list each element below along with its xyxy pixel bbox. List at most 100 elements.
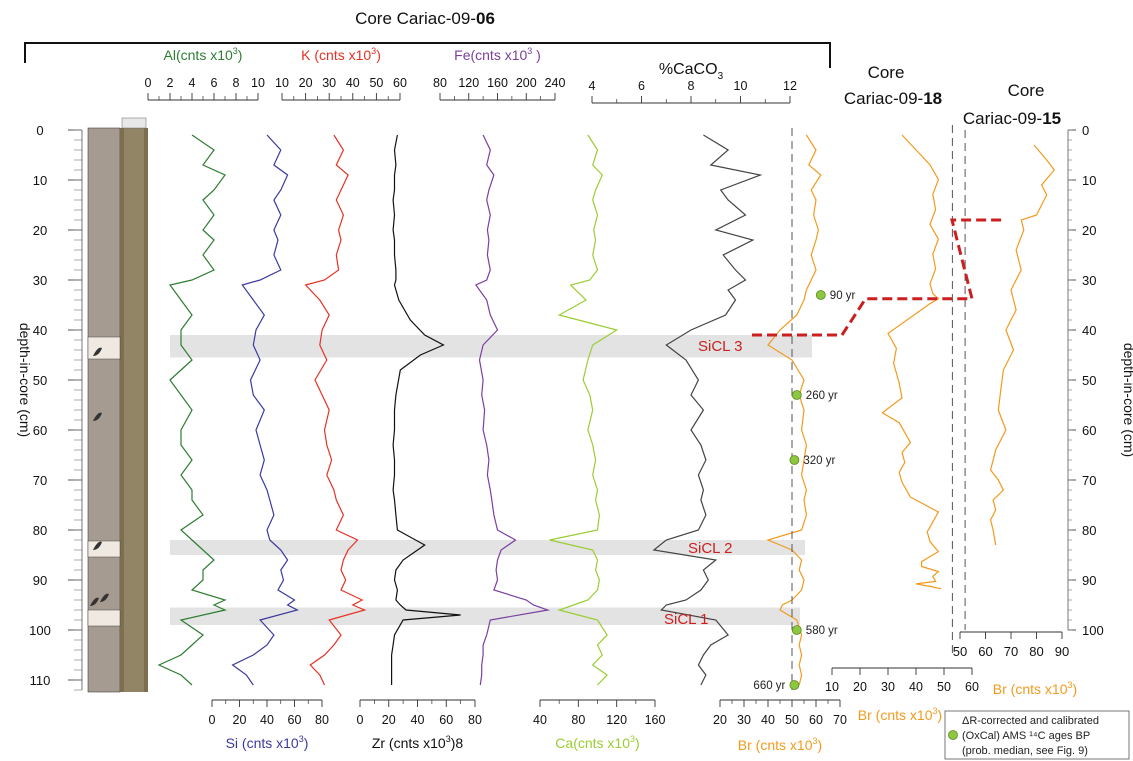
age-marker: [789, 455, 800, 465]
axis-tick-label-k: 60: [393, 76, 407, 90]
axis-tick-label-br18: 10: [825, 680, 839, 694]
core-photo-highlight: [124, 128, 144, 692]
axis-tick-label-br15: 60: [978, 644, 992, 659]
age-label: 260 yr: [806, 390, 838, 402]
axis-tick-label-br18: 40: [909, 680, 923, 694]
legend-box: [944, 710, 1130, 760]
legend-line-3: (prob. median, see Fig. 9): [962, 745, 1088, 757]
right-depth-tick-label: 20: [1082, 223, 1096, 238]
series-ca: [549, 134, 619, 686]
right-depth-tick-label: 70: [1082, 473, 1096, 488]
axis-tick-label-si: 80: [315, 713, 329, 727]
right-depth-tick-label: 100: [1082, 623, 1104, 638]
axis-tick-label-zr: 40: [411, 713, 425, 727]
axis-label-si: Si (cnts x103): [226, 734, 309, 751]
axis-tick-label-zr: 60: [439, 713, 453, 727]
right-depth-tick-label: 90: [1082, 573, 1096, 588]
axis-tick-label-br06: 40: [761, 713, 775, 727]
core18-title-line1: Core: [868, 63, 905, 82]
age-label: 660 yr: [753, 680, 785, 692]
core15-title-line1: Core: [1008, 81, 1045, 100]
sicl-label: SiCL 3: [698, 338, 742, 355]
age-label: 580 yr: [806, 625, 838, 637]
right-depth-tick-label: 10: [1082, 173, 1096, 188]
axis-tick-label-al: 8: [233, 76, 240, 90]
series-br15: [989, 144, 1056, 546]
leaf-icon: [93, 412, 102, 421]
legend-line-1: ΔR-corrected and calibrated: [962, 715, 1099, 727]
series-si: [231, 134, 299, 686]
age-label: 320 yr: [803, 455, 835, 467]
axis-tick-label-br15: 50: [953, 644, 967, 659]
age-marker: [789, 680, 800, 690]
axis-tick-label-k: 20: [299, 76, 313, 90]
overlays: SiCL 3 SiCL 2 SiCL 1 90 yr 260 yr 320 yr 580 y…: [664, 125, 1004, 692]
depth-tick-label: 20: [33, 223, 47, 238]
right-depth-tick-label: 60: [1082, 423, 1096, 438]
axis-tick-label-k: 30: [322, 76, 336, 90]
axis-tick-label-fe: 120: [458, 76, 479, 90]
sicl-label: SiCL 2: [688, 540, 732, 557]
axis-tick-label-k: 10: [275, 76, 289, 90]
series-lines: [157, 134, 1056, 686]
leaf-icon: [93, 347, 102, 356]
event-correlation-line: [752, 218, 1004, 337]
leaf-icon: [90, 597, 99, 606]
axis-tick-label-caco3: 4: [589, 79, 596, 93]
axis-tick-label-si: 20: [233, 713, 247, 727]
axis-tick-label-br18: 50: [937, 680, 951, 694]
right-depth-tick-label: 80: [1082, 523, 1096, 538]
depth-tick-label: 30: [33, 273, 47, 288]
axis-tick-label-br06: 70: [833, 713, 847, 727]
axis-tick-label-al: 10: [251, 76, 265, 90]
age-marker: [791, 390, 802, 400]
series-fe: [474, 134, 551, 686]
axis-label-al: Al(cnts x103): [164, 46, 243, 63]
core15-title-line2: Cariac-09-15: [963, 109, 1061, 128]
axis-tick-label-br15: 70: [1004, 644, 1018, 659]
depth-tick-label: 80: [33, 523, 47, 538]
axis-tick-label-ca: 40: [533, 713, 547, 727]
axis-tick-label-k: 40: [346, 76, 360, 90]
right-depth-tick-label: 50: [1082, 373, 1096, 388]
depth-tick-label: 10: [33, 173, 47, 188]
depth-tick-label: 40: [33, 323, 47, 338]
depth-tick-label: 60: [33, 423, 47, 438]
legend-line-2: (OxCal) AMS ¹⁴C ages BP: [962, 730, 1090, 742]
axis-tick-label-br06: 20: [713, 713, 727, 727]
axis-tick-label-br18: 20: [853, 680, 867, 694]
axis-tick-label-fe: 240: [545, 76, 566, 90]
lithology-layer-2: [87, 540, 121, 558]
depth-tick-label: 50: [33, 373, 47, 388]
axis-tick-label-br18: 30: [881, 680, 895, 694]
series-caco3: [652, 134, 763, 686]
axis-tick-label-k: 50: [369, 76, 383, 90]
axis-label-ca: Ca(cnts x103): [555, 734, 639, 751]
axis-tick-label-ca: 160: [645, 713, 666, 727]
axis-label-br06: Br (cnts x103): [738, 736, 822, 753]
axis-tick-label-fe: 200: [516, 76, 537, 90]
right-depth-tick-label: 0: [1082, 123, 1089, 138]
series-al: [157, 134, 227, 686]
series-zr: [391, 134, 461, 685]
lithology-column: [87, 127, 121, 693]
axis-tick-label-al: 2: [167, 76, 174, 90]
axis-tick-label-br06: 50: [785, 713, 799, 727]
age-marker: [815, 290, 826, 300]
title-bracket: [24, 42, 831, 68]
core18-title-line2: Cariac-09-18: [844, 89, 942, 108]
axis-tick-label-br06: 60: [809, 713, 823, 727]
right-depth-tick-label: 40: [1082, 323, 1096, 338]
figure-title: Core Cariac-09-06: [355, 9, 495, 28]
legend: ΔR-corrected and calibrated (OxCal) AMS …: [944, 710, 1130, 760]
sicl-band: [170, 607, 800, 625]
axis-tick-label-fe: 160: [487, 76, 508, 90]
left-depth-label: depth-in-core (cm): [17, 323, 33, 437]
lithology-layer-1: [87, 609, 121, 627]
sicl-bands: [170, 335, 812, 625]
axis-tick-label-br15: 90: [1055, 644, 1069, 659]
axis-tick-label-br06: 30: [737, 713, 751, 727]
axis-tick-label-si: 0: [209, 713, 216, 727]
